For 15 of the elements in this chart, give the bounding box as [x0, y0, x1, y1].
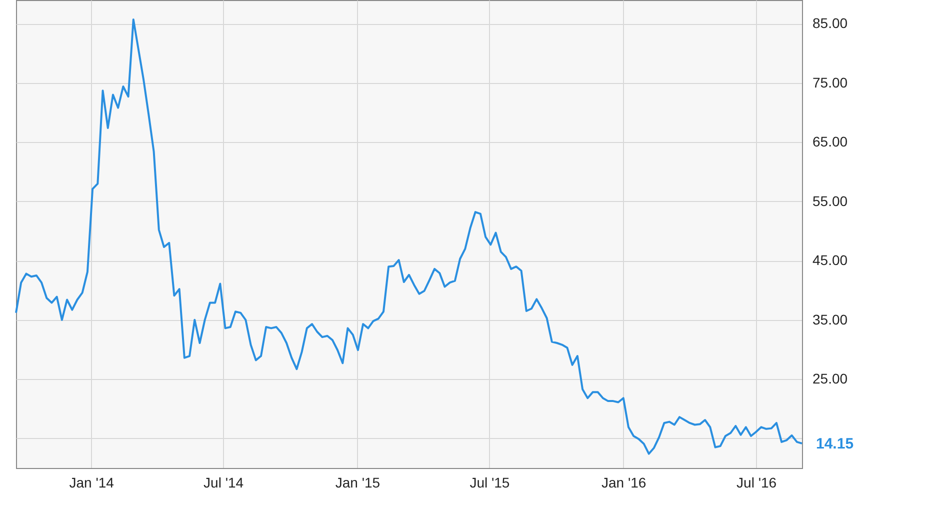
- y-tick-label: 35.00: [812, 311, 848, 328]
- x-tick-label: Jul '16: [736, 474, 777, 490]
- x-tick-label: Jan '15: [335, 474, 380, 490]
- y-tick-label: 85.00: [812, 15, 848, 32]
- x-tick-label: Jul '14: [204, 474, 244, 490]
- y-tick-label: 45.00: [812, 252, 848, 268]
- y-tick-label: 65.00: [812, 134, 848, 150]
- x-tick-label: Jul '15: [470, 474, 510, 490]
- x-tick-label: Jan '16: [602, 474, 646, 490]
- x-tick-label: Jan '14: [69, 474, 114, 490]
- y-tick-label: 55.00: [812, 192, 848, 209]
- annotation: 14.15: [816, 435, 854, 452]
- y-tick-label: 25.00: [812, 370, 848, 387]
- y-tick-label: 75.00: [812, 74, 848, 90]
- line-series: [15, 18, 803, 455]
